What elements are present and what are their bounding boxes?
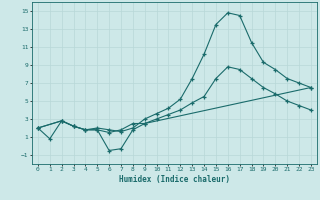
X-axis label: Humidex (Indice chaleur): Humidex (Indice chaleur)	[119, 175, 230, 184]
